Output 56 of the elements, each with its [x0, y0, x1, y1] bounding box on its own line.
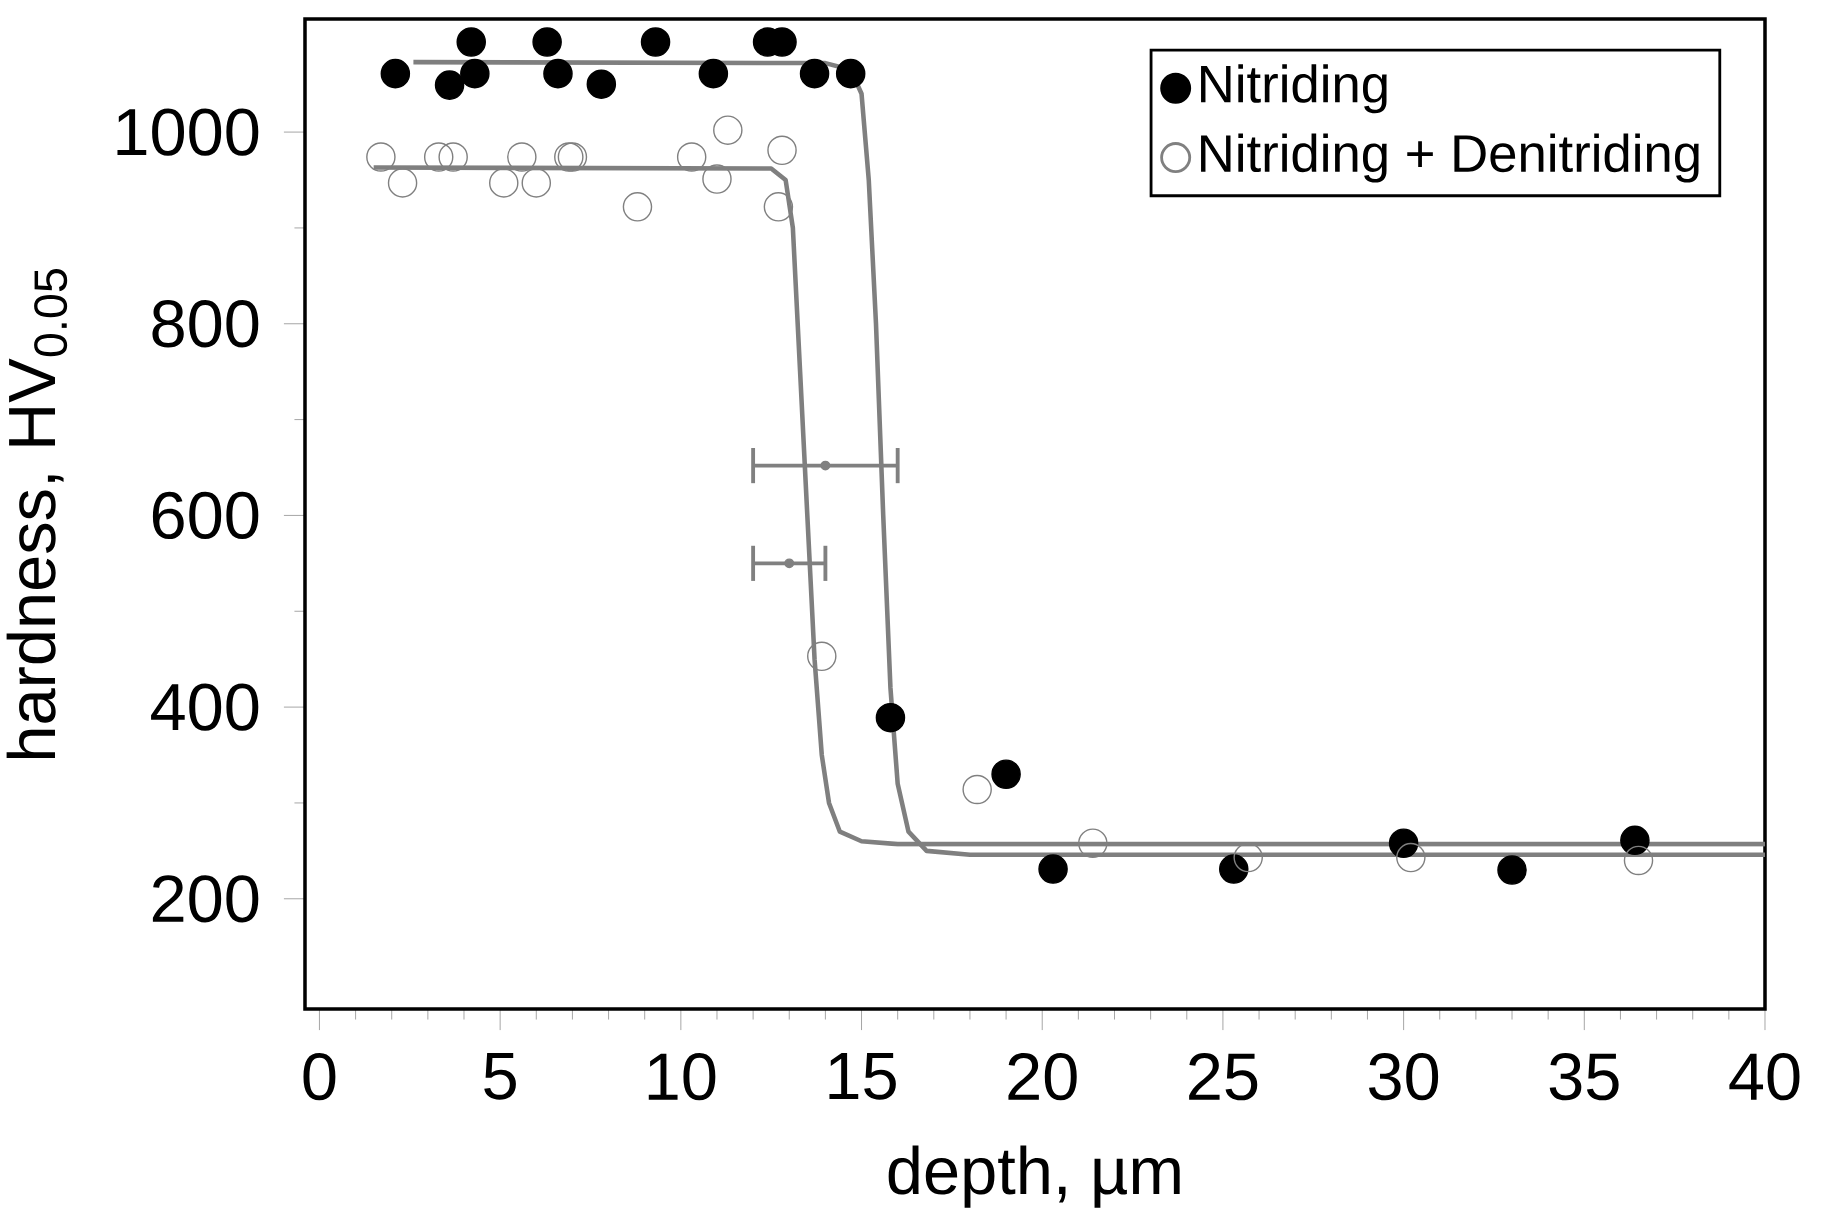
- point: [622, 192, 653, 222]
- point: [1218, 854, 1249, 884]
- point: [586, 69, 617, 99]
- legend-label: Nitriding + Denitriding: [1201, 133, 1699, 183]
- y-tick-label: 400: [151, 683, 259, 731]
- point: [521, 168, 552, 198]
- legend-label: Nitriding: [1201, 64, 1387, 114]
- x-tick-label: 35: [1549, 1053, 1619, 1101]
- point: [702, 164, 732, 194]
- point: [1078, 828, 1108, 858]
- y-tick-label: 200: [152, 875, 259, 923]
- x-tick-label: 25: [1189, 1053, 1258, 1101]
- point: [387, 168, 418, 198]
- x-tick-label: 15: [829, 1053, 896, 1100]
- point: [676, 142, 707, 172]
- point: [799, 58, 830, 89]
- point: [835, 58, 866, 89]
- x-tick-label: 30: [1369, 1053, 1439, 1101]
- point: [807, 641, 837, 672]
- point: [434, 70, 465, 100]
- point: [366, 142, 396, 172]
- x-tick-label: 0: [303, 1053, 336, 1101]
- point: [1623, 845, 1654, 876]
- point: [698, 58, 729, 89]
- point: [763, 192, 794, 222]
- x-tick-label: 40: [1729, 1053, 1800, 1101]
- x-tick-label: 10: [648, 1053, 716, 1101]
- point: [460, 58, 490, 89]
- point: [1038, 854, 1068, 884]
- point: [380, 58, 411, 89]
- point: [640, 27, 671, 57]
- point: [1396, 842, 1426, 873]
- point: [875, 702, 906, 733]
- y-tick-label: 800: [152, 300, 259, 348]
- point: [532, 27, 562, 57]
- point: [713, 115, 743, 145]
- x-tick-label: 20: [1008, 1053, 1077, 1101]
- point: [456, 27, 486, 57]
- point: [423, 142, 454, 172]
- point: [1388, 828, 1419, 858]
- point: [543, 58, 573, 89]
- point: [488, 168, 519, 198]
- point: [820, 460, 831, 471]
- y-tick-label: 600: [152, 491, 259, 540]
- x-axis-title: depth, µm: [888, 1145, 1180, 1208]
- point: [507, 142, 537, 172]
- y-axis-title: hardness, HV$_{0.05}$: [6, 269, 68, 759]
- point: [1620, 825, 1650, 856]
- x-tick-label: 5: [484, 1053, 516, 1100]
- point: [1497, 855, 1527, 885]
- point: [767, 135, 797, 166]
- point: [962, 774, 992, 805]
- point: [991, 759, 1021, 789]
- point: [784, 558, 795, 569]
- y-tick-label: 1000: [117, 108, 259, 156]
- point: [438, 142, 468, 172]
